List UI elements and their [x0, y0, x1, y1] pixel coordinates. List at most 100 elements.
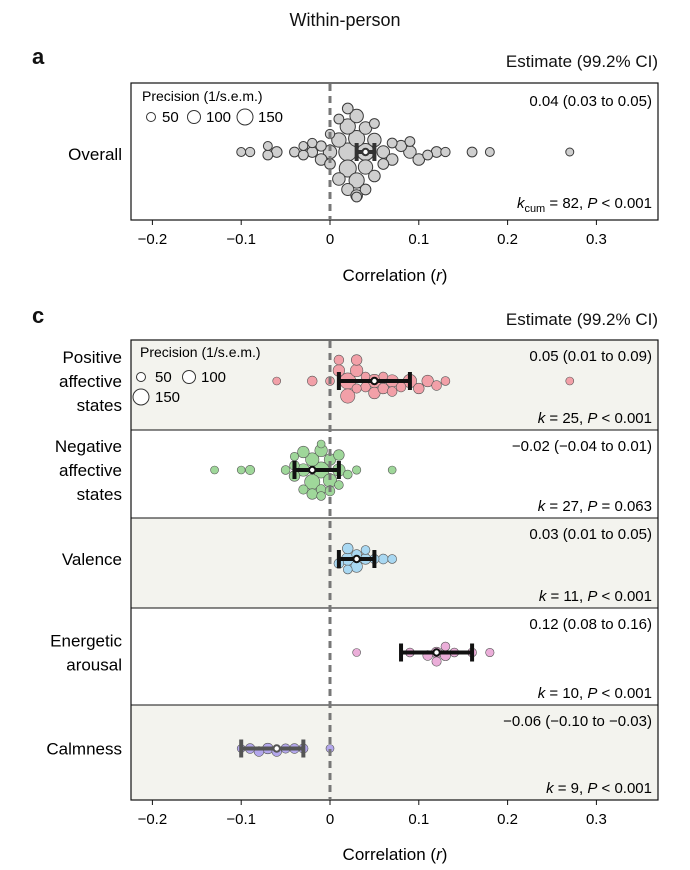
- data-point: [307, 375, 318, 387]
- legend-c-circle-150: [132, 388, 150, 406]
- data-point: [485, 647, 495, 658]
- row-estimate-value: 0.03 (0.01 to 0.05): [529, 526, 652, 543]
- data-point: [431, 380, 442, 391]
- row-stats: k = 11, P < 0.001: [539, 588, 652, 605]
- panel-a-ci-bar: [354, 143, 377, 161]
- data-point: [351, 383, 362, 394]
- panel-a-stats: kcum = 82, P < 0.001: [517, 195, 652, 215]
- legend-c-circle-100: [182, 370, 196, 384]
- overall-estimate-point: [361, 147, 370, 157]
- row-label-line: arousal: [66, 656, 122, 675]
- row-label-line: states: [77, 396, 122, 415]
- data-point: [565, 376, 575, 386]
- data-point: [342, 542, 354, 555]
- legend-circle-100: [187, 110, 201, 124]
- data-point: [387, 465, 397, 475]
- data-point: [210, 465, 219, 475]
- panel-c-frame: [130, 339, 659, 801]
- overall-point: [307, 137, 318, 149]
- overall-point: [466, 146, 478, 158]
- panel-a-letter: a: [32, 44, 45, 69]
- panel-c-legend-title: Precision (1/s.e.m.): [140, 344, 261, 360]
- x-tick-label: 0.2: [497, 231, 518, 248]
- row-background: [130, 704, 659, 801]
- row-background: [130, 429, 659, 519]
- data-point: [360, 381, 371, 393]
- row-3-estimate-point: [432, 648, 441, 657]
- row-4-estimate-point: [272, 744, 281, 753]
- overall-point: [369, 118, 380, 129]
- row-label-line: affective: [59, 372, 122, 391]
- panel-a-estimate-header: Estimate (99.2% CI): [505, 52, 658, 71]
- legend-c-label-50: 50: [155, 369, 172, 386]
- overall-point: [341, 182, 355, 197]
- overall-point: [359, 183, 372, 196]
- data-point: [334, 480, 344, 490]
- row-estimate-value: −0.06 (−0.10 to −0.03): [503, 713, 652, 730]
- row-negative-affective-states: Negative affective states −0.02 (−0.04 to 0…: [55, 429, 659, 519]
- row-label-line: Positive: [62, 348, 122, 367]
- overall-point: [348, 172, 365, 189]
- data-point: [340, 388, 356, 404]
- overall-point: [351, 191, 363, 203]
- data-point: [333, 449, 345, 461]
- overall-point: [484, 147, 495, 157]
- row-label-overall: Overall: [68, 145, 122, 164]
- row-estimate-value: 0.12 (0.08 to 0.16): [529, 616, 652, 633]
- x-tick-label: −0.1: [226, 231, 256, 248]
- x-tick-label: 0: [326, 811, 334, 828]
- data-point: [386, 386, 398, 397]
- row-calmness: Calmness −0.06 (−0.10 to −0.03) k = 9, P <…: [46, 704, 659, 801]
- data-point: [333, 354, 345, 366]
- legend-c-label-100: 100: [201, 369, 226, 386]
- overall-point: [262, 141, 273, 151]
- x-tick-label: 0: [326, 231, 334, 248]
- overall-point: [357, 159, 374, 175]
- legend-label-100: 100: [206, 109, 231, 126]
- data-point: [297, 445, 310, 459]
- data-point: [245, 465, 256, 475]
- legend-label-150: 150: [258, 109, 283, 126]
- overall-point: [298, 141, 309, 151]
- legend-c-label-150: 150: [155, 389, 180, 406]
- data-point: [272, 376, 282, 386]
- panel-a-x-axis: −0.2 −0.1 0 0.1 0.2 0.3: [138, 220, 607, 248]
- overall-point: [338, 159, 357, 178]
- panel-c-ci-bars: [239, 372, 475, 758]
- data-point: [352, 465, 362, 475]
- data-point: [298, 484, 309, 495]
- x-tick-label: 0.3: [586, 231, 607, 248]
- panel-a-plot: Overall Precision (1/s.e.m.) 50 100 150 …: [68, 82, 659, 285]
- overall-point: [565, 147, 575, 157]
- data-point: [236, 465, 246, 475]
- overall-point: [349, 108, 364, 124]
- legend-circle-150: [236, 108, 254, 126]
- panel-c-letter: c: [32, 303, 45, 328]
- row-2-estimate-point: [352, 554, 361, 564]
- data-point: [350, 354, 363, 366]
- x-tick-label: −0.2: [138, 231, 168, 248]
- data-point: [280, 465, 291, 475]
- data-point: [360, 545, 371, 555]
- data-point: [352, 648, 361, 657]
- panel-a-estimate-value: 0.04 (0.03 to 0.05): [529, 93, 652, 110]
- overall-point: [440, 146, 451, 158]
- x-tick-label: 0.3: [586, 811, 607, 828]
- x-tick-label: −0.2: [138, 811, 168, 828]
- x-tick-label: 0.1: [408, 231, 429, 248]
- figure-title: Within-person: [289, 10, 401, 30]
- overall-point: [332, 172, 346, 186]
- overall-point: [404, 136, 416, 147]
- row-label-line: Negative: [55, 437, 122, 456]
- data-point: [431, 656, 442, 667]
- row-label-line: Valence: [62, 550, 122, 569]
- overall-point: [236, 147, 247, 157]
- legend-circle-50: [146, 112, 156, 122]
- panel-c-rows: Positive affective states 0.05 (0.01 to 0.0…: [46, 339, 659, 801]
- overall-point: [377, 158, 390, 170]
- row-stats: k = 25, P < 0.001: [538, 410, 652, 427]
- panel-a-legend: 50 100 150: [146, 108, 283, 126]
- row-stats: k = 10, P < 0.001: [538, 685, 652, 702]
- row-estimate-value: −0.02 (−0.04 to 0.01): [512, 438, 652, 455]
- data-point: [440, 376, 451, 386]
